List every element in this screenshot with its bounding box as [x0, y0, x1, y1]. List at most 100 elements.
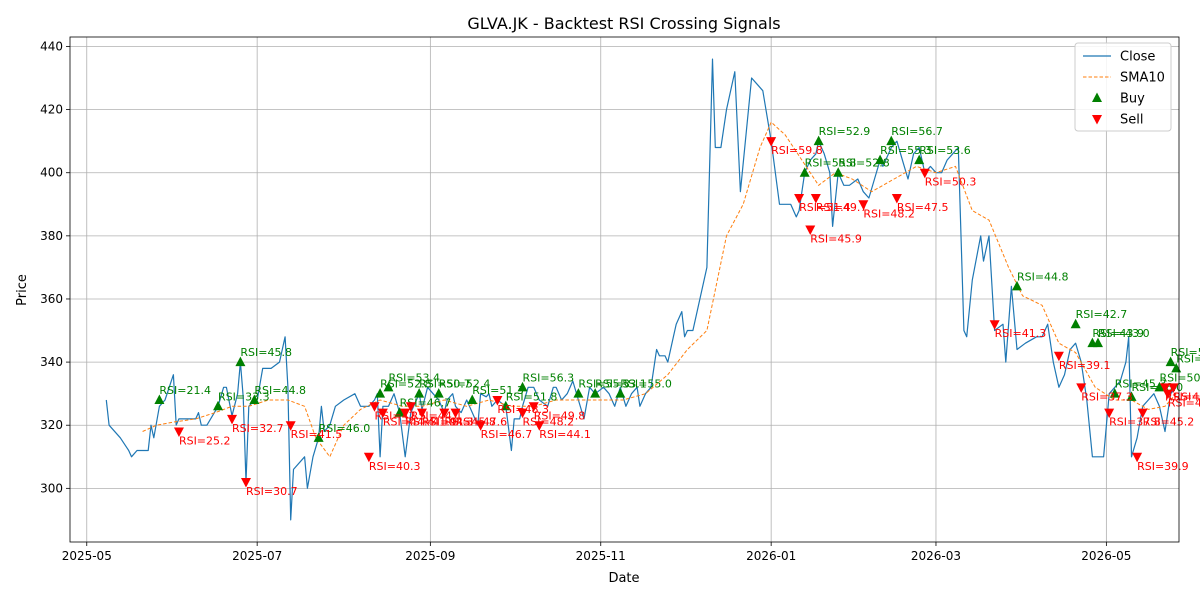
sell-marker — [1104, 408, 1115, 419]
sell-marker — [1137, 408, 1148, 419]
buy-rsi-label: RSI=43.9 — [1092, 327, 1144, 340]
buy-marker — [433, 388, 444, 398]
buy-rsi-label: RSI=52.8 — [380, 378, 432, 391]
buy-rsi-label: RSI=56.3 — [523, 371, 575, 384]
buy-marker — [1011, 280, 1022, 291]
buy-rsi-label: RSI=44.8 — [1017, 270, 1069, 283]
sell-rsi-label: RSI=49.7 — [816, 201, 868, 214]
sell-rsi-label: RSI=41.3 — [995, 327, 1047, 340]
buy-marker — [375, 388, 386, 398]
sell-marker — [369, 402, 380, 412]
buy-marker — [235, 356, 246, 367]
sell-marker — [1132, 452, 1143, 463]
sell-rsi-label: RSI=59.8 — [771, 144, 823, 157]
buy-marker — [517, 381, 528, 392]
buy-rsi-label: RSI=53.4 — [388, 371, 440, 384]
buy-rsi-label: RSI=42.7 — [1076, 308, 1128, 321]
chart-title: GLVA.JK - Backtest RSI Crossing Signals — [467, 14, 780, 33]
buy-marker — [833, 167, 844, 177]
buy-marker — [886, 135, 897, 146]
legend: Close SMA10 Buy Sell — [1074, 42, 1172, 132]
sell-marker — [858, 200, 869, 210]
y-tick-label: 320 — [40, 418, 63, 432]
y-tick-label: 440 — [40, 39, 63, 53]
sell-rsi-label: RSI=49.4 — [1173, 390, 1200, 403]
sell-marker — [1160, 383, 1171, 393]
buy-marker — [914, 154, 925, 165]
sell-marker — [475, 421, 486, 431]
buy-rsi-label: RSI=55.8 — [805, 157, 857, 170]
sell-marker — [1076, 383, 1087, 393]
sell-rsi-label: RSI=48.4 — [1168, 397, 1200, 410]
sell-marker — [173, 427, 184, 438]
buy-marker — [813, 135, 824, 146]
sell-rsi-label: RSI=40.3 — [369, 460, 421, 473]
sell-rsi-label: RSI=41.9 — [405, 416, 457, 429]
sell-rsi-label: RSI=44.4 — [383, 416, 435, 429]
sell-marker — [285, 421, 296, 431]
buy-rsi-label: RSI=53.3 — [1171, 346, 1200, 359]
sell-marker — [240, 478, 251, 488]
buy-rsi-label: RSI=53.6 — [919, 144, 971, 157]
sell-rsi-label: RSI=37.3 — [1081, 390, 1133, 403]
buy-rsi-label: RSI=50.3 — [1159, 371, 1200, 384]
buy-rsi-label: RSI=50.7 — [419, 378, 471, 391]
sell-marker — [766, 137, 777, 147]
sell-rsi-label: RSI=37.8 — [1109, 416, 1161, 429]
sell-marker — [450, 408, 461, 419]
sell-rsi-label: RSI=46.3 — [1165, 390, 1200, 403]
sell-marker — [810, 193, 821, 204]
buy-rsi-label: RSI=45.3 — [1115, 378, 1167, 391]
sell-marker — [794, 193, 805, 204]
sell-rsi-label: RSI=48.2 — [863, 207, 915, 220]
axes: 2025-05 2025-07 2025-09 2025-11 2026-01 2026-… — [40, 39, 1131, 563]
sell-rsi-label: RSI=51.4 — [799, 201, 851, 214]
sell-marker — [439, 408, 450, 419]
buy-marker — [414, 388, 425, 398]
legend-sell-label: Sell — [1120, 113, 1143, 128]
y-tick-label: 360 — [40, 292, 63, 306]
sell-marker — [891, 193, 902, 204]
buy-rsi-label: RSI=56.7 — [891, 125, 943, 138]
sell-rsi-label: RSI=45.2 — [1143, 416, 1195, 429]
x-tick-label: 2025-11 — [576, 549, 626, 563]
legend-sma10-label: SMA10 — [1120, 71, 1165, 86]
sell-marker — [805, 225, 816, 236]
buy-rsi-label: RSI=44.8 — [254, 384, 306, 397]
buy-marker — [875, 154, 886, 165]
sell-marker — [1053, 351, 1064, 362]
sell-marker — [227, 414, 238, 425]
buy-marker — [573, 388, 584, 398]
sell-rsi-label: RSI=25.2 — [179, 435, 231, 448]
sell-rsi-label: RSI=39.1 — [1059, 359, 1111, 372]
buy-rsi-label: RSI=43.0 — [1098, 327, 1150, 340]
buy-rsi-label: RSI=45.8 — [240, 346, 292, 359]
sell-rsi-label: RSI=50.3 — [925, 176, 977, 189]
x-tick-label: 2026-05 — [1081, 549, 1131, 563]
sell-marker — [405, 402, 416, 412]
grid — [70, 37, 1179, 542]
buy-marker — [1165, 356, 1176, 367]
buy-marker — [500, 400, 511, 411]
x-tick-label: 2025-07 — [232, 549, 282, 563]
sell-rsi-label: RSI=42.5 — [374, 409, 426, 422]
y-tick-label: 420 — [40, 103, 63, 117]
buy-marker — [615, 388, 626, 398]
buy-marker — [1092, 337, 1103, 348]
buy-rsi-label: RSI=55.3 — [578, 378, 630, 391]
buy-marker — [1109, 388, 1120, 398]
buy-marker — [249, 394, 260, 404]
sell-marker — [989, 320, 1000, 330]
y-tick-label: 400 — [40, 166, 63, 180]
buy-rsi-label: RSI=55.0 — [620, 378, 672, 391]
signal-markers: RSI=21.4 RSI=33.3RSI=45.8RSI=44.8RSI=46.0… — [154, 125, 1200, 498]
buy-marker — [213, 400, 224, 411]
buy-rsi-label: RSI=52.8 — [838, 157, 890, 170]
sell-marker — [377, 408, 388, 419]
x-tick-label: 2026-01 — [746, 549, 796, 563]
sell-rsi-label: RSI=49.8 — [534, 409, 586, 422]
legend-close-label: Close — [1120, 50, 1155, 65]
buy-marker — [313, 432, 324, 442]
